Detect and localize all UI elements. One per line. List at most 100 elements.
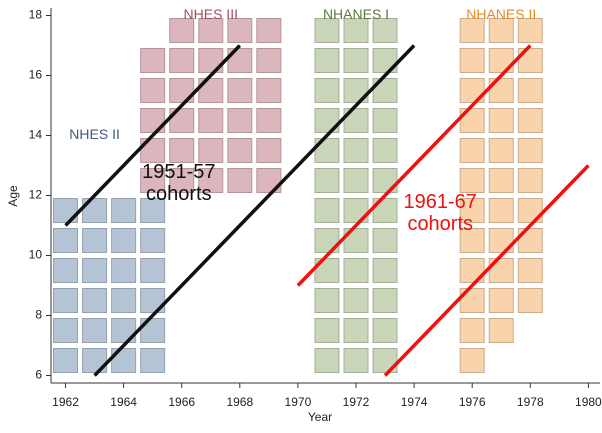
survey-column (82, 198, 108, 373)
cell (314, 78, 340, 103)
annotation: cohorts (146, 183, 212, 205)
cell (488, 168, 514, 193)
cell (517, 78, 543, 103)
cell (227, 168, 253, 193)
x-tick-label: 1978 (517, 395, 544, 409)
cell (314, 348, 340, 373)
x-tick-label: 1974 (401, 395, 428, 409)
cell (314, 318, 340, 343)
cell (343, 138, 369, 163)
cell (198, 18, 224, 43)
cell (372, 288, 398, 313)
cell (169, 138, 195, 163)
cell (140, 48, 166, 73)
cell (343, 258, 369, 283)
cell (256, 78, 282, 103)
survey-column (256, 18, 282, 193)
cell (372, 138, 398, 163)
annotation: 1951-57 (142, 161, 215, 183)
x-tick-label: 1976 (459, 395, 486, 409)
cell (459, 18, 485, 43)
cell (343, 318, 369, 343)
cell (459, 258, 485, 283)
survey-label: NHES II (69, 126, 120, 142)
survey-column (488, 18, 514, 343)
cohort-line (296, 44, 532, 287)
cell (517, 168, 543, 193)
cell (140, 228, 166, 253)
cohort-line (64, 44, 242, 227)
cell (227, 138, 253, 163)
cell (343, 288, 369, 313)
y-tick-label: 8 (35, 308, 42, 322)
survey-column (517, 18, 543, 313)
cohort-line (383, 164, 590, 377)
cell (53, 318, 79, 343)
survey-column (140, 198, 166, 373)
cell (111, 198, 137, 223)
cell (343, 48, 369, 73)
cell (140, 168, 166, 193)
x-axis-label: Year (308, 410, 332, 424)
cell (517, 108, 543, 133)
cell (82, 228, 108, 253)
cell (372, 18, 398, 43)
cell (343, 348, 369, 373)
cell (53, 228, 79, 253)
survey-column (372, 18, 398, 373)
cell (459, 228, 485, 253)
cell (82, 258, 108, 283)
cell (198, 48, 224, 73)
cell (488, 138, 514, 163)
y-tick-label: 12 (29, 188, 43, 202)
x-tick-label: 1964 (110, 395, 137, 409)
cell (343, 78, 369, 103)
cell (82, 318, 108, 343)
survey-label: NHES III (184, 6, 238, 22)
cell (372, 198, 398, 223)
cell (169, 78, 195, 103)
survey-column (227, 18, 253, 193)
cell (169, 168, 195, 193)
cell (488, 198, 514, 223)
cell (53, 348, 79, 373)
cell (459, 48, 485, 73)
cell (343, 18, 369, 43)
cell (82, 288, 108, 313)
cell (227, 108, 253, 133)
cell (517, 138, 543, 163)
cell (314, 48, 340, 73)
cell (198, 108, 224, 133)
y-tick-label: 16 (29, 68, 43, 82)
survey-column (343, 18, 369, 373)
survey-column (140, 48, 166, 193)
y-tick-label: 14 (29, 128, 43, 142)
cell (140, 198, 166, 223)
annotation: 1961-67 (404, 191, 477, 213)
annotation: cohorts (407, 213, 473, 235)
cell (198, 138, 224, 163)
cell (459, 318, 485, 343)
cell (256, 18, 282, 43)
cell (140, 258, 166, 283)
cell (517, 288, 543, 313)
cell (169, 48, 195, 73)
cell (169, 18, 195, 43)
cell (256, 138, 282, 163)
y-tick-label: 6 (35, 368, 42, 382)
x-tick-label: 1962 (52, 395, 79, 409)
cell (256, 48, 282, 73)
cell (459, 198, 485, 223)
cell (53, 288, 79, 313)
cell (459, 168, 485, 193)
survey-column (169, 18, 195, 193)
cohort-line (93, 44, 416, 377)
cell (488, 108, 514, 133)
survey-column (314, 18, 340, 373)
cell (314, 168, 340, 193)
y-tick-label: 10 (29, 248, 43, 262)
y-axis-label: Age (6, 185, 20, 207)
survey-label: NHANES II (466, 6, 536, 22)
cell (314, 198, 340, 223)
cell (488, 288, 514, 313)
